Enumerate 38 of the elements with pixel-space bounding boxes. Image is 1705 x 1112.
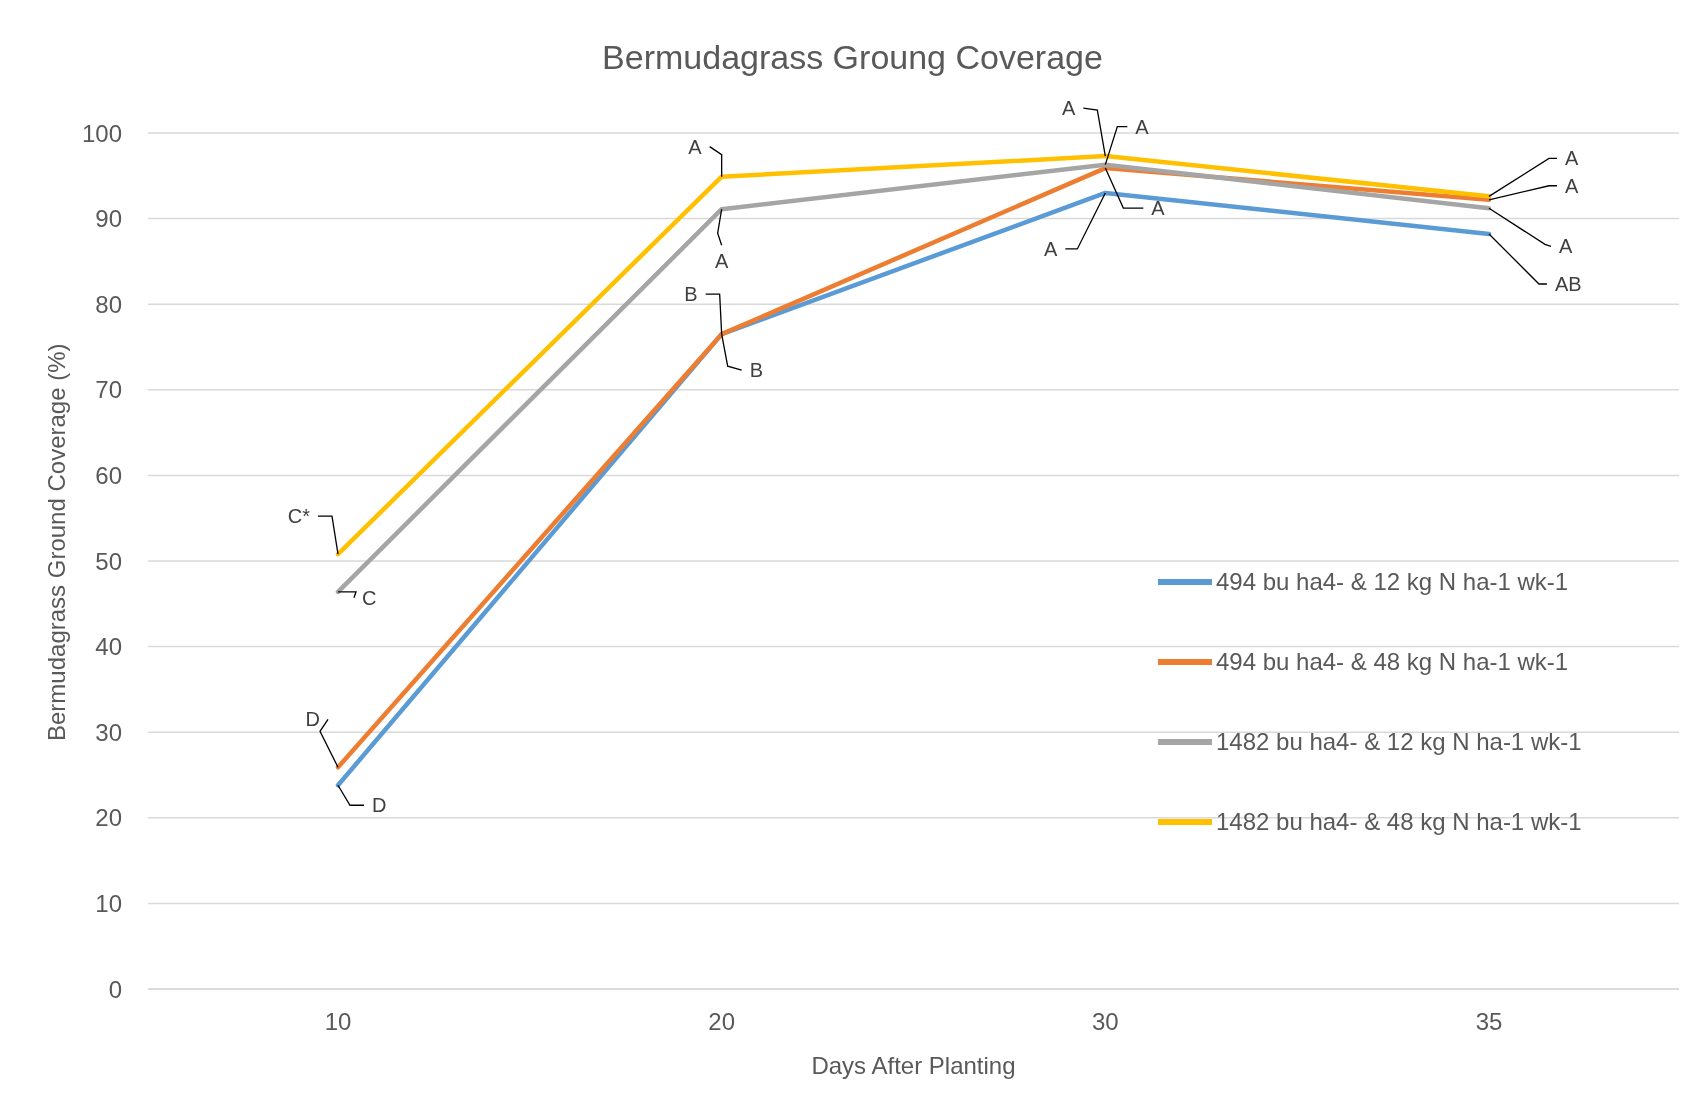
y-tick-label: 70 — [95, 376, 122, 404]
x-tick-label: 20 — [708, 1008, 736, 1036]
y-tick-label: 40 — [95, 633, 122, 661]
y-axis-title: Bermudagrass Ground Coverage (%) — [42, 343, 70, 741]
x-tick-label: 35 — [1475, 1008, 1503, 1036]
annotation: A — [1559, 235, 1573, 258]
legend-label: 1482 bu ha4- & 48 kg N ha-1 wk-1 — [1216, 808, 1582, 836]
y-tick-label: 50 — [95, 547, 122, 575]
annotation: A — [688, 135, 703, 158]
legend-label: 494 bu ha4- & 48 kg N ha-1 wk-1 — [1216, 648, 1569, 676]
annotation: B — [749, 359, 764, 382]
annotation: A — [1061, 97, 1076, 120]
y-tick-label: 20 — [95, 804, 122, 832]
y-tick-label: 10 — [95, 889, 122, 917]
y-tick-label: 0 — [108, 975, 122, 1003]
chart-title: Bermudagrass Groung Coverage — [601, 38, 1104, 77]
legend-label: 1482 bu ha4- & 12 kg N ha-1 wk-1 — [1216, 728, 1582, 756]
y-tick-label: 90 — [95, 205, 122, 233]
annotation: A — [1135, 115, 1150, 138]
annotation: C — [362, 586, 377, 609]
y-tick-label: 100 — [81, 119, 122, 147]
annotation: D — [305, 708, 320, 731]
annotation: A — [1043, 237, 1058, 260]
annotation: D — [372, 794, 387, 817]
y-tick-label: 80 — [95, 290, 122, 318]
legend-label: 494 bu ha4- & 12 kg N ha-1 wk-1 — [1216, 568, 1569, 596]
annotation: B — [684, 283, 698, 306]
annotation: AB — [1555, 273, 1582, 296]
x-axis-title: Days After Planting — [811, 1052, 1016, 1079]
y-tick-label: 60 — [95, 461, 122, 489]
annotation: A — [1565, 147, 1579, 170]
x-tick-label: 30 — [1091, 1008, 1119, 1036]
annotation: A — [714, 250, 729, 273]
y-tick-label: 30 — [95, 718, 122, 746]
x-tick-label: 10 — [324, 1008, 352, 1036]
annotation: A — [1151, 197, 1166, 220]
annotation: A — [1565, 174, 1579, 197]
annotation: C* — [287, 505, 311, 528]
